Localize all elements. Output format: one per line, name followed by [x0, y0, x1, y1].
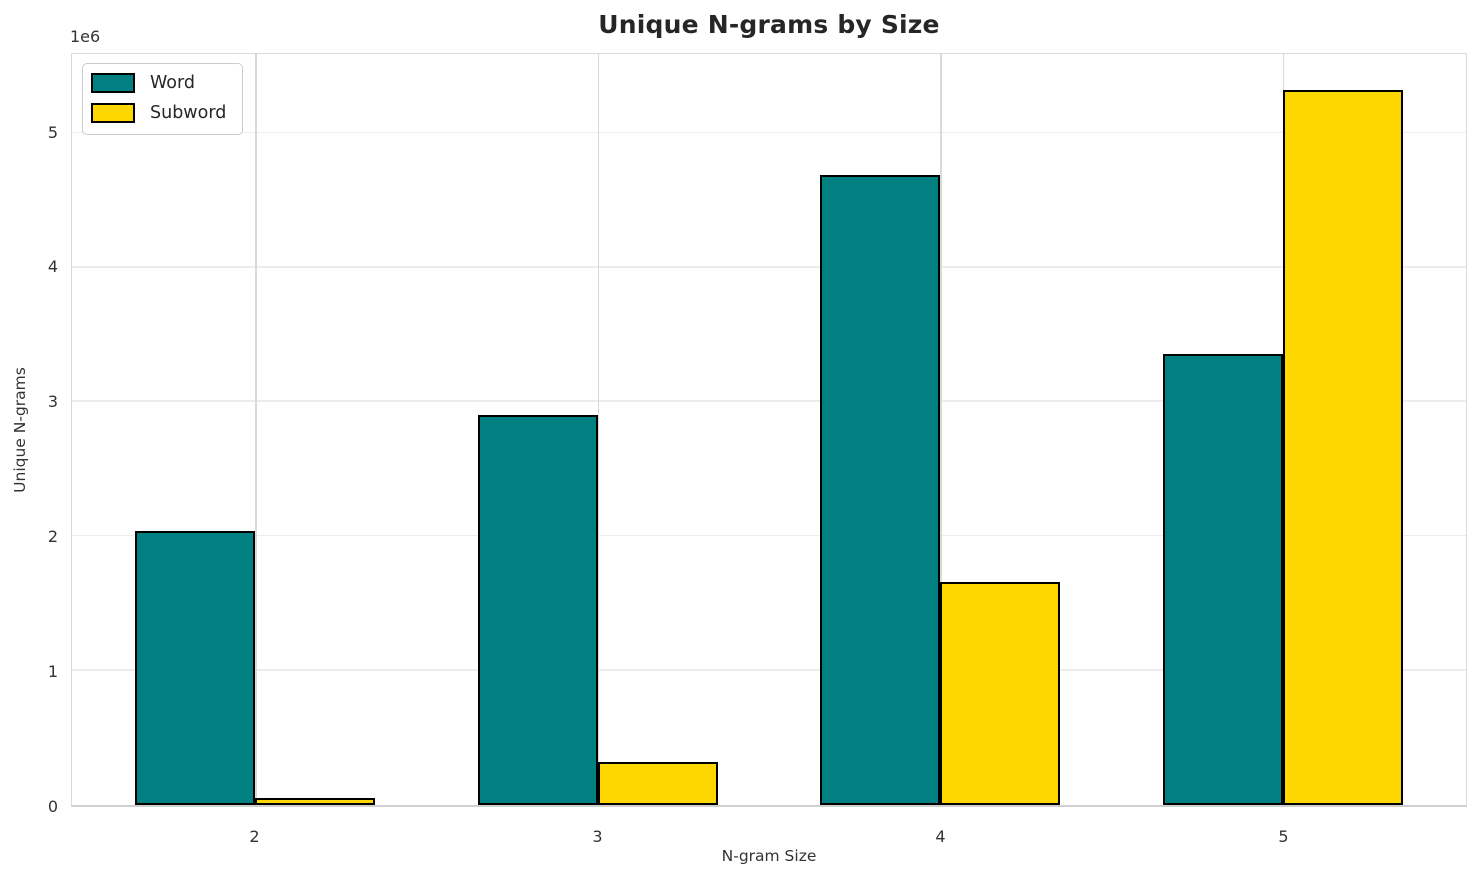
- x-tick-label-3: 3: [592, 827, 603, 846]
- bar-word-2: [135, 530, 256, 805]
- y-axis-offset-label: 1e6: [70, 27, 101, 46]
- legend-item-subword: Subword: [91, 102, 226, 124]
- gridline-x-2: [255, 54, 257, 805]
- plot-area: Word Subword: [71, 53, 1467, 807]
- y-tick-label-4: 4: [47, 257, 58, 277]
- y-tick-label-3: 3: [47, 392, 58, 412]
- legend-item-word: Word: [91, 72, 226, 94]
- x-tick-label-5: 5: [1278, 827, 1289, 846]
- gridline-x-4: [940, 54, 942, 805]
- bar-subword-2: [255, 798, 376, 805]
- bar-subword-5: [1282, 90, 1403, 805]
- x-tick-label-4: 4: [935, 827, 946, 846]
- y-tick-label-5: 5: [47, 122, 58, 142]
- y-tick-label-0: 0: [47, 797, 58, 816]
- gridline-y-3: [72, 400, 1466, 402]
- legend-swatch-subword: [91, 103, 135, 123]
- gridline-x-3: [597, 54, 600, 805]
- legend-label-subword: Subword: [150, 103, 227, 123]
- bar-word-3: [477, 415, 598, 805]
- legend: Word Subword: [82, 63, 244, 135]
- x-axis-label: N-gram Size: [721, 847, 817, 865]
- bar-subword-3: [597, 762, 718, 805]
- bar-subword-4: [940, 581, 1061, 805]
- y-axis-label: Unique N-grams: [11, 367, 29, 493]
- y-tick-label-1: 1: [47, 662, 58, 682]
- gridline-y-1: [72, 669, 1466, 671]
- bar-word-4: [820, 174, 941, 805]
- y-tick-label-2: 2: [47, 527, 58, 547]
- gridline-y-4: [72, 266, 1466, 268]
- x-tick-label-2: 2: [249, 827, 260, 846]
- legend-label-word: Word: [150, 73, 195, 93]
- gridline-y-5: [72, 131, 1466, 134]
- gridline-y-2: [72, 534, 1466, 537]
- legend-swatch-word: [91, 73, 135, 93]
- chart-title: Unique N-grams by Size: [598, 10, 940, 39]
- bar-word-5: [1162, 353, 1283, 805]
